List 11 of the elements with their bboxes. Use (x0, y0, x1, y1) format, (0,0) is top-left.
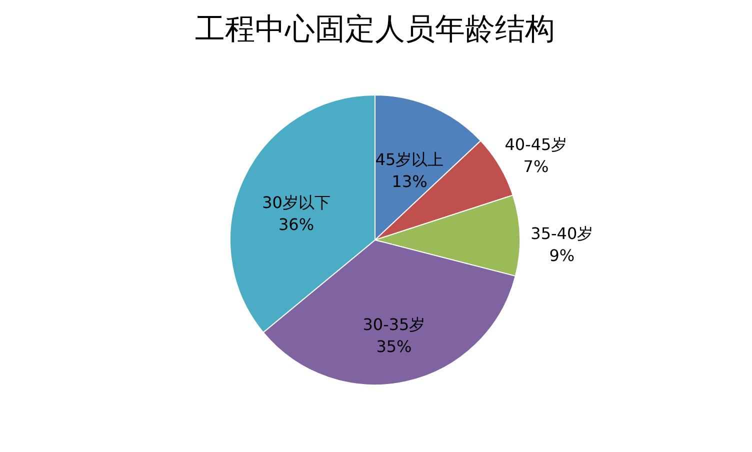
chart-title: 工程中心固定人员年龄结构 (195, 12, 555, 47)
data-label: 9% (549, 246, 575, 266)
slice-label: 30岁以下 (262, 192, 330, 212)
slice-label: 40-45岁 (504, 134, 568, 154)
slice-label: 35-40岁 (530, 224, 594, 244)
data-label: 13% (392, 172, 428, 192)
data-label: 36% (278, 214, 314, 234)
data-label: 35% (376, 336, 412, 356)
data-label: 7% (523, 156, 549, 176)
slice-label: 45岁以上 (375, 150, 444, 170)
slice-label: 30-35岁 (362, 314, 426, 334)
